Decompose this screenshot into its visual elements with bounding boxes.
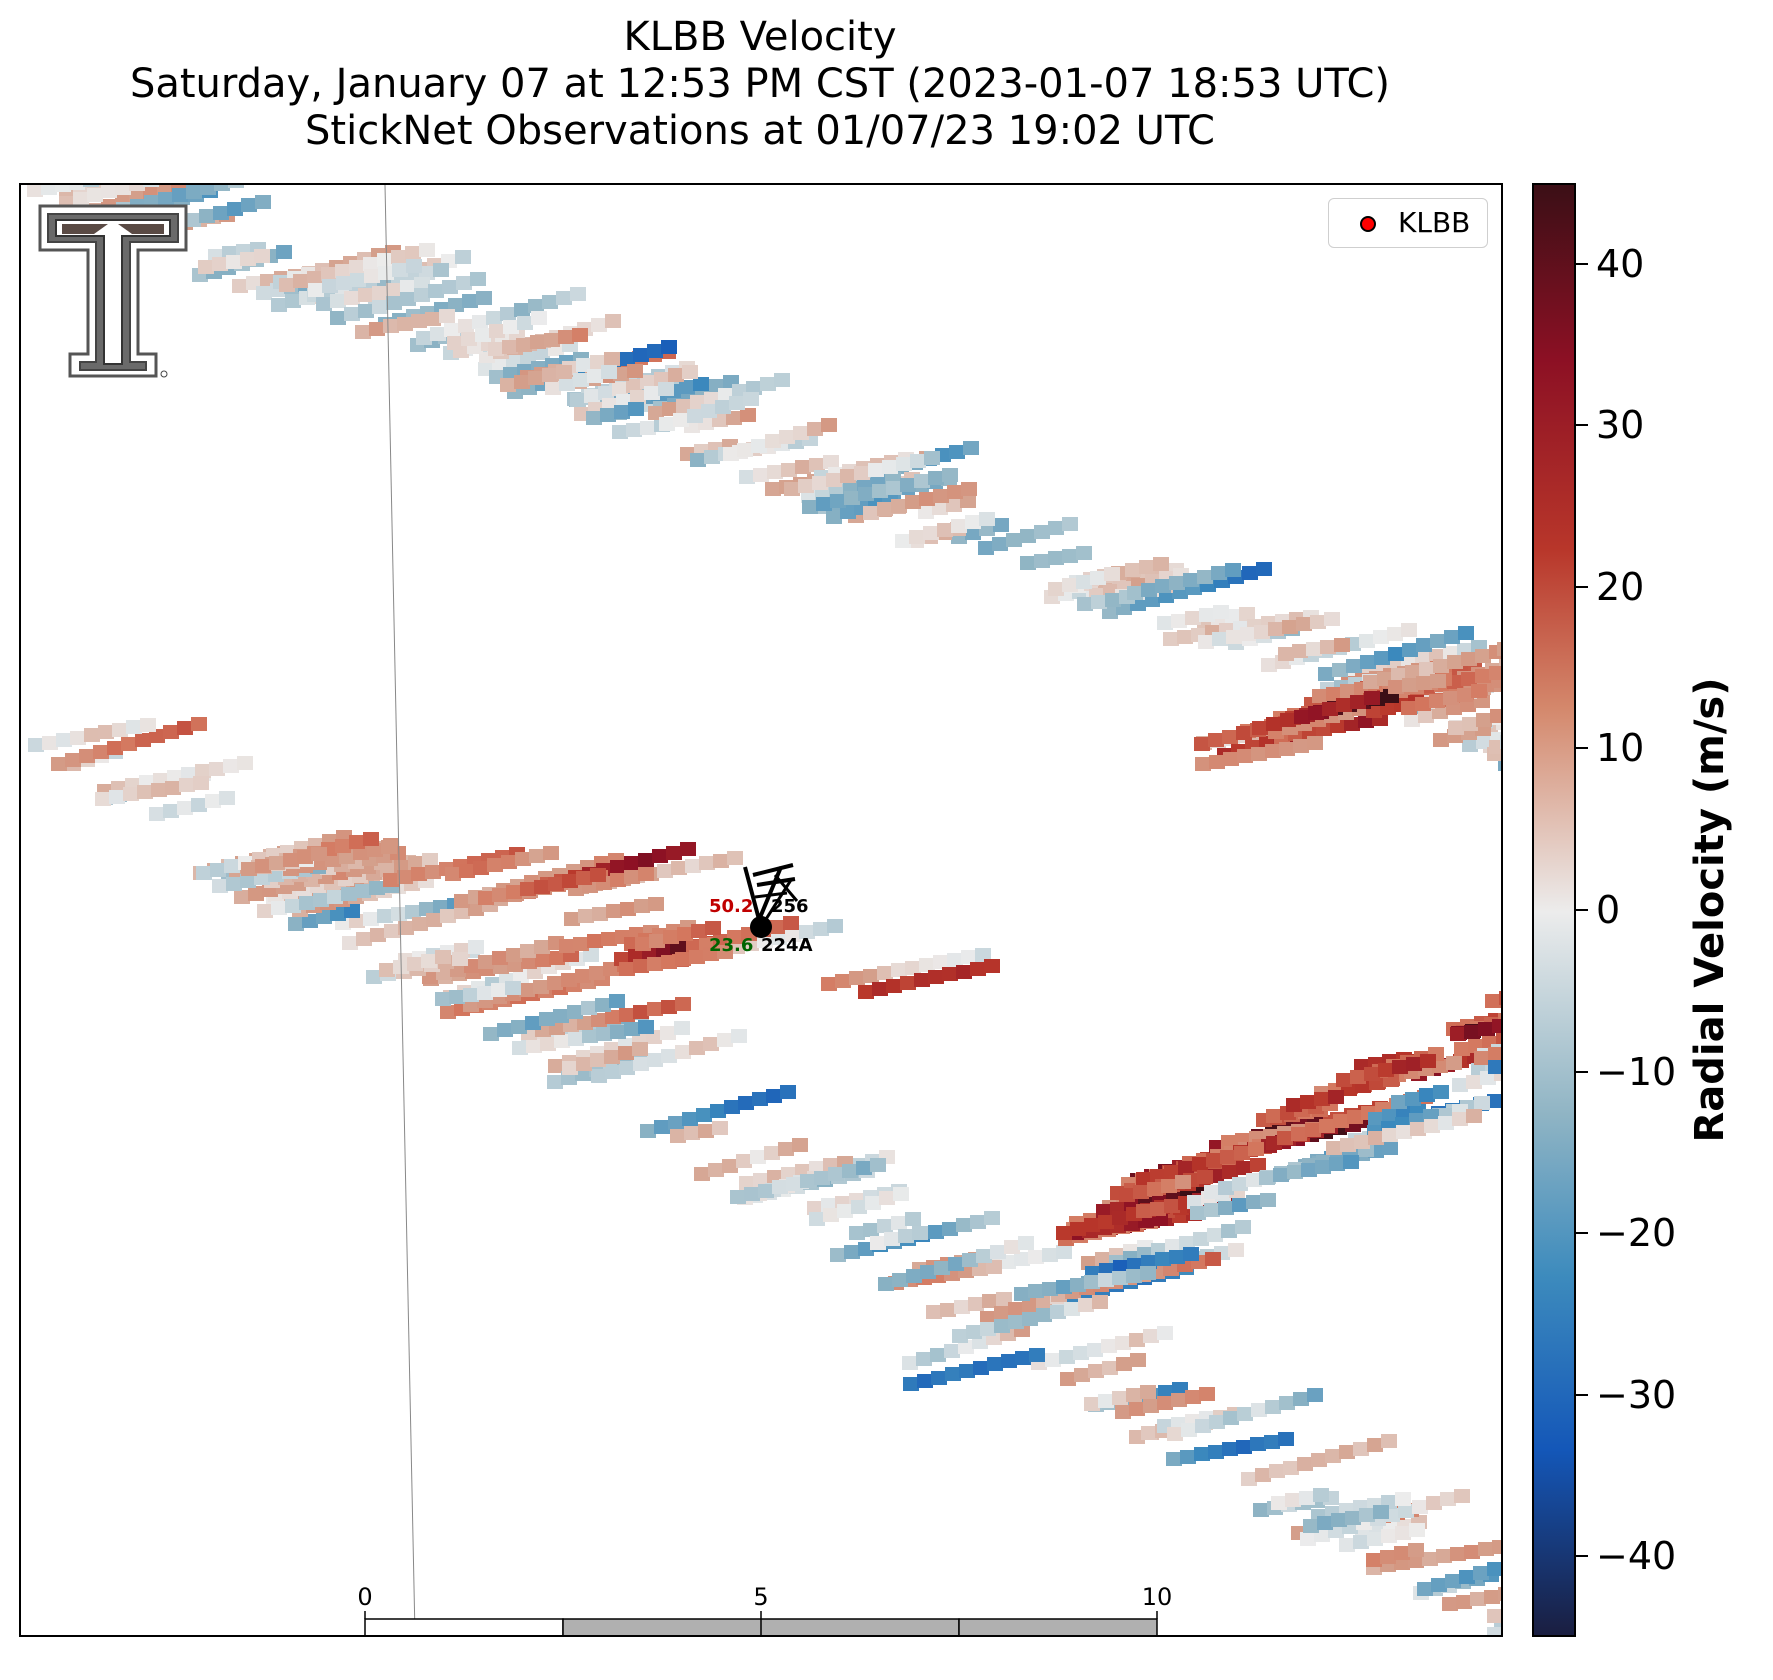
scale-segment-1 xyxy=(364,1618,564,1635)
colorbar-tick-mark xyxy=(1576,424,1588,427)
colorbar-tick-label: −30 xyxy=(1596,1372,1677,1417)
station-id-bottom: 224A xyxy=(761,935,813,956)
colorbar-tick-label: 0 xyxy=(1596,888,1621,932)
radar-velocity-map: 0 5 10 km 50.2 256 23.6 224A xyxy=(27,185,1501,1635)
legend-marker-icon xyxy=(1360,216,1376,232)
velocity-cells xyxy=(27,185,1501,1635)
station-id-top: 256 xyxy=(771,896,809,917)
colorbar-title: Radial Velocity (m/s) xyxy=(1687,677,1733,1143)
colorbar-tick-label: 10 xyxy=(1596,726,1645,771)
station-temperature: 50.2 xyxy=(709,896,753,917)
texas-tech-logo-icon xyxy=(38,204,188,378)
colorbar xyxy=(1532,183,1576,1637)
title-line-2: Saturday, January 07 at 12:53 PM CST (20… xyxy=(129,61,1391,107)
scale-bar: 0 5 10 km xyxy=(357,1583,1172,1635)
scale-tick-0: 0 xyxy=(357,1583,372,1611)
station-marker xyxy=(750,916,772,938)
colorbar-tick-label: 40 xyxy=(1596,241,1645,286)
colorbar-tick-label: −40 xyxy=(1596,1534,1677,1579)
colorbar-gradient xyxy=(1534,185,1574,1635)
colorbar-tick-mark xyxy=(1576,747,1588,750)
colorbar-tick-label: −10 xyxy=(1596,1049,1677,1094)
title-line-1: KLBB Velocity xyxy=(623,14,897,60)
radar-plot-area: 0 5 10 km 50.2 256 23.6 224A xyxy=(19,183,1503,1637)
colorbar-tick-mark xyxy=(1576,585,1588,588)
colorbar-tick-mark xyxy=(1576,1393,1588,1396)
legend-label: KLBB xyxy=(1398,206,1471,239)
chart-title: KLBB Velocity Saturday, January 07 at 12… xyxy=(0,14,1520,155)
colorbar-tick-label: 20 xyxy=(1596,564,1645,609)
county-boundary-line xyxy=(384,185,416,1635)
title-line-3: StickNet Observations at 01/07/23 19:02 … xyxy=(305,108,1215,154)
colorbar-tick-label: −20 xyxy=(1596,1211,1677,1256)
colorbar-tick-mark xyxy=(1576,909,1588,911)
station-dewpoint: 23.6 xyxy=(709,935,753,956)
sticknet-station-plot: 50.2 256 23.6 224A xyxy=(709,863,813,956)
colorbar-tick-mark xyxy=(1576,1555,1588,1558)
legend xyxy=(1328,198,1488,248)
colorbar-tick-label: 30 xyxy=(1596,403,1645,448)
colorbar-tick-mark xyxy=(1576,262,1588,265)
colorbar-tick-mark xyxy=(1576,1232,1588,1235)
colorbar-tick-mark xyxy=(1576,1070,1588,1073)
scale-segment-3 xyxy=(958,1618,1158,1635)
scale-tick-5: 5 xyxy=(753,1583,768,1611)
scale-tick-10: 10 xyxy=(1142,1583,1173,1611)
